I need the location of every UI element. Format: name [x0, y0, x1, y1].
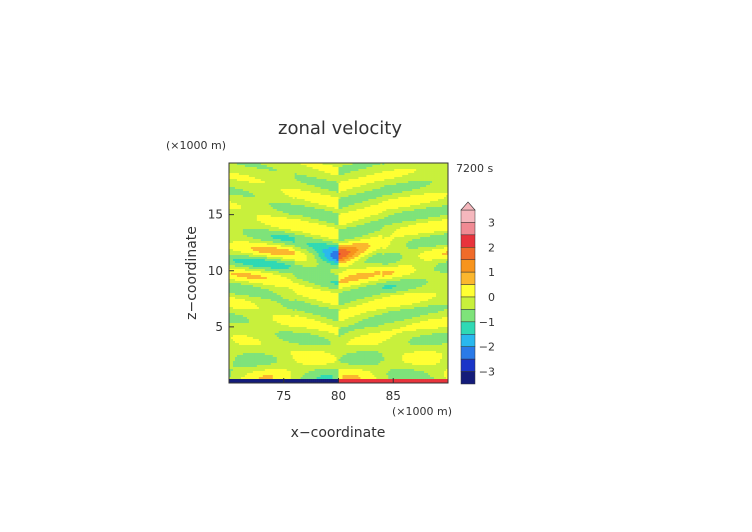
colorbar-level — [460, 247, 476, 260]
x-tick-label: 75 — [276, 389, 291, 403]
y-tick-label: 15 — [208, 208, 223, 222]
colorbar-tick-label: −1 — [479, 316, 495, 329]
y-tick-label: 10 — [208, 264, 223, 278]
x-unit-label: (×1000 m) — [392, 405, 452, 418]
plot-panel: 75 80 85 5 10 15 — [208, 162, 449, 403]
x-tick-label: 80 — [331, 389, 346, 403]
colorbar-level — [460, 284, 476, 298]
x-axis-ticks: 75 80 85 — [276, 378, 401, 403]
colorbar-tick-label: 0 — [488, 291, 495, 304]
colorbar-tick-label: 2 — [488, 241, 495, 254]
colorbar-level — [460, 259, 476, 273]
velocity-field — [229, 163, 449, 384]
colorbar-level — [460, 271, 476, 285]
colorbar-level — [460, 222, 476, 236]
y-unit-label: (×1000 m) — [166, 139, 226, 152]
colorbar-tick-label: −3 — [479, 366, 495, 379]
colorbar-level — [460, 346, 476, 360]
y-axis-ticks: 5 10 15 — [208, 208, 234, 334]
y-axis-title: z−coordinate — [184, 226, 200, 320]
colorbar-tick-label: −2 — [479, 341, 495, 354]
colorbar-level — [460, 358, 476, 372]
colorbar-tick-label: 1 — [488, 266, 495, 279]
x-tick-label: 85 — [386, 389, 401, 403]
colorbar-level — [460, 209, 476, 223]
chart-title: zonal velocity — [278, 118, 402, 139]
colorbar-level — [460, 371, 476, 385]
time-label: 7200 s — [456, 162, 493, 175]
y-tick-label: 5 — [215, 320, 223, 334]
colorbar: 3 2 1 0 −1 −2 −3 — [460, 201, 495, 385]
colorbar-extend-triangle — [460, 201, 476, 211]
colorbar-level — [460, 296, 476, 310]
colorbar-level — [460, 309, 476, 323]
x-axis-title: x−coordinate — [291, 425, 386, 441]
colorbar-tick-label: 3 — [488, 216, 495, 229]
colorbar-level — [460, 334, 476, 347]
colorbar-level — [460, 234, 476, 248]
colorbar-level — [460, 321, 476, 335]
